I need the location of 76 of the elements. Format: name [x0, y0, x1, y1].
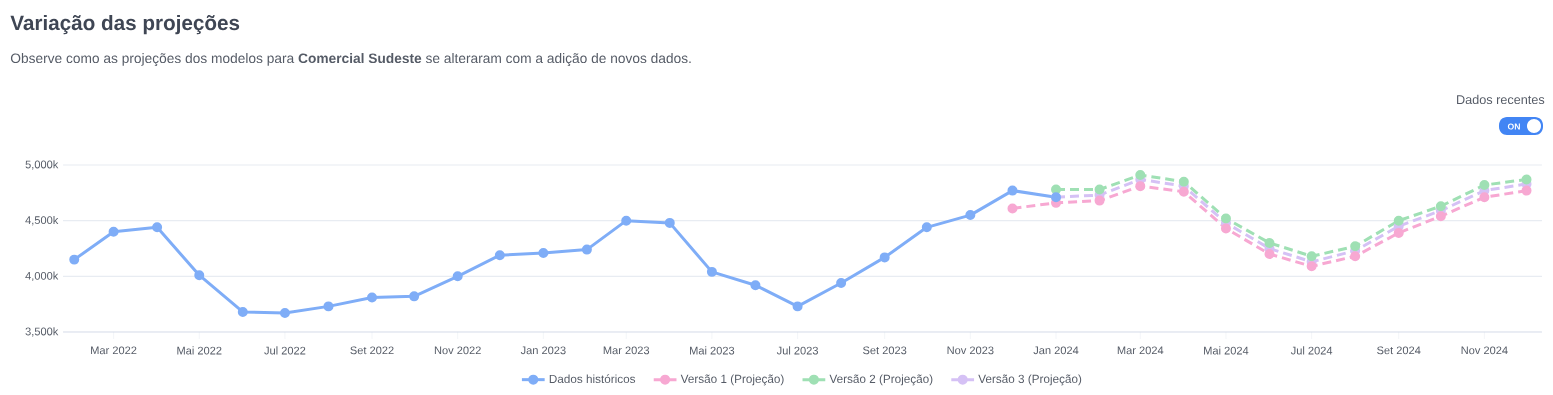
- y-tick-label: 5,000k: [25, 160, 59, 170]
- point: [921, 222, 932, 233]
- point: [1479, 180, 1490, 191]
- point: [1178, 176, 1189, 187]
- point: [237, 306, 248, 317]
- legend-label: Versão 1 (Projeção): [680, 374, 784, 386]
- point: [1264, 249, 1275, 260]
- point: [452, 271, 463, 282]
- legend-label: Versão 2 (Projeção): [829, 374, 933, 386]
- point: [965, 210, 976, 221]
- point: [69, 254, 80, 265]
- point: [1393, 227, 1404, 238]
- legend-label: Dados históricos: [549, 374, 636, 384]
- x-tick-label: Jul 2024: [1290, 346, 1333, 355]
- chart-title: Variação das projeções: [10, 15, 240, 35]
- point: [1051, 184, 1062, 195]
- x-tick-label: Jan 2024: [1033, 346, 1079, 355]
- point: [494, 250, 505, 261]
- x-tick-label: Mar 2024: [1117, 346, 1164, 355]
- x-tick-label: Nov 2023: [947, 346, 994, 355]
- point: [1350, 241, 1361, 252]
- point: [1479, 192, 1490, 203]
- point: [152, 222, 163, 233]
- x-tick-label: Jan 2023: [520, 346, 566, 355]
- point: [1393, 215, 1404, 226]
- x-tick-label: Mai 2022: [177, 346, 222, 355]
- legend-label: Versão 3 (Projeção): [978, 374, 1082, 386]
- point: [1435, 211, 1446, 222]
- point: [1094, 195, 1105, 206]
- point: [108, 226, 119, 237]
- point: [279, 308, 290, 319]
- point: [1007, 203, 1018, 214]
- x-tick-label: Set 2022: [350, 346, 394, 355]
- x-tick-label: Mar 2022: [91, 346, 137, 355]
- point: [1220, 223, 1231, 234]
- point: [1178, 186, 1189, 197]
- x-tick-label: Set 2023: [863, 346, 907, 355]
- point: [792, 301, 803, 312]
- point: [1220, 213, 1231, 224]
- point: [367, 292, 378, 303]
- x-tick-label: Nov 2022: [434, 346, 481, 355]
- point: [664, 217, 675, 228]
- point: [621, 215, 632, 226]
- x-tick-label: Mai 2024: [1204, 346, 1249, 355]
- point: [706, 266, 717, 277]
- x-tick-label: Nov 2024: [1461, 346, 1508, 355]
- point: [750, 280, 761, 291]
- point: [581, 244, 592, 255]
- x-tick-label: Mai 2023: [690, 346, 735, 355]
- point: [1007, 185, 1018, 196]
- point: [409, 291, 420, 302]
- point: [1521, 174, 1532, 185]
- point: [1521, 185, 1532, 196]
- x-tick-label: Set 2024: [1377, 346, 1421, 355]
- y-tick-label: 4,000k: [25, 271, 59, 282]
- point: [1306, 251, 1317, 262]
- point: [836, 278, 847, 288]
- point: [1135, 181, 1146, 192]
- point: [1306, 261, 1317, 272]
- point: [194, 270, 205, 281]
- point: [1094, 184, 1105, 195]
- y-tick-label: 4,500k: [25, 215, 59, 226]
- point: [1350, 251, 1361, 262]
- x-tick-label: Jul 2022: [264, 346, 306, 355]
- text: Dados recentes: [1457, 94, 1545, 105]
- x-tick-label: Mar 2023: [603, 346, 650, 355]
- point: [1135, 170, 1146, 181]
- point: [1264, 237, 1275, 248]
- x-tick-label: Jul 2023: [776, 346, 818, 355]
- point: [1435, 201, 1446, 212]
- point: [323, 301, 334, 312]
- text: ON: [1507, 123, 1520, 130]
- point: [879, 252, 890, 263]
- point: [538, 247, 549, 258]
- chart-subtitle: Observe como as projeções dos modelos para Comercial Sudeste se alteraram com a adição de novos dados.: [10, 53, 691, 66]
- y-tick-label: 3,500k: [25, 327, 59, 337]
